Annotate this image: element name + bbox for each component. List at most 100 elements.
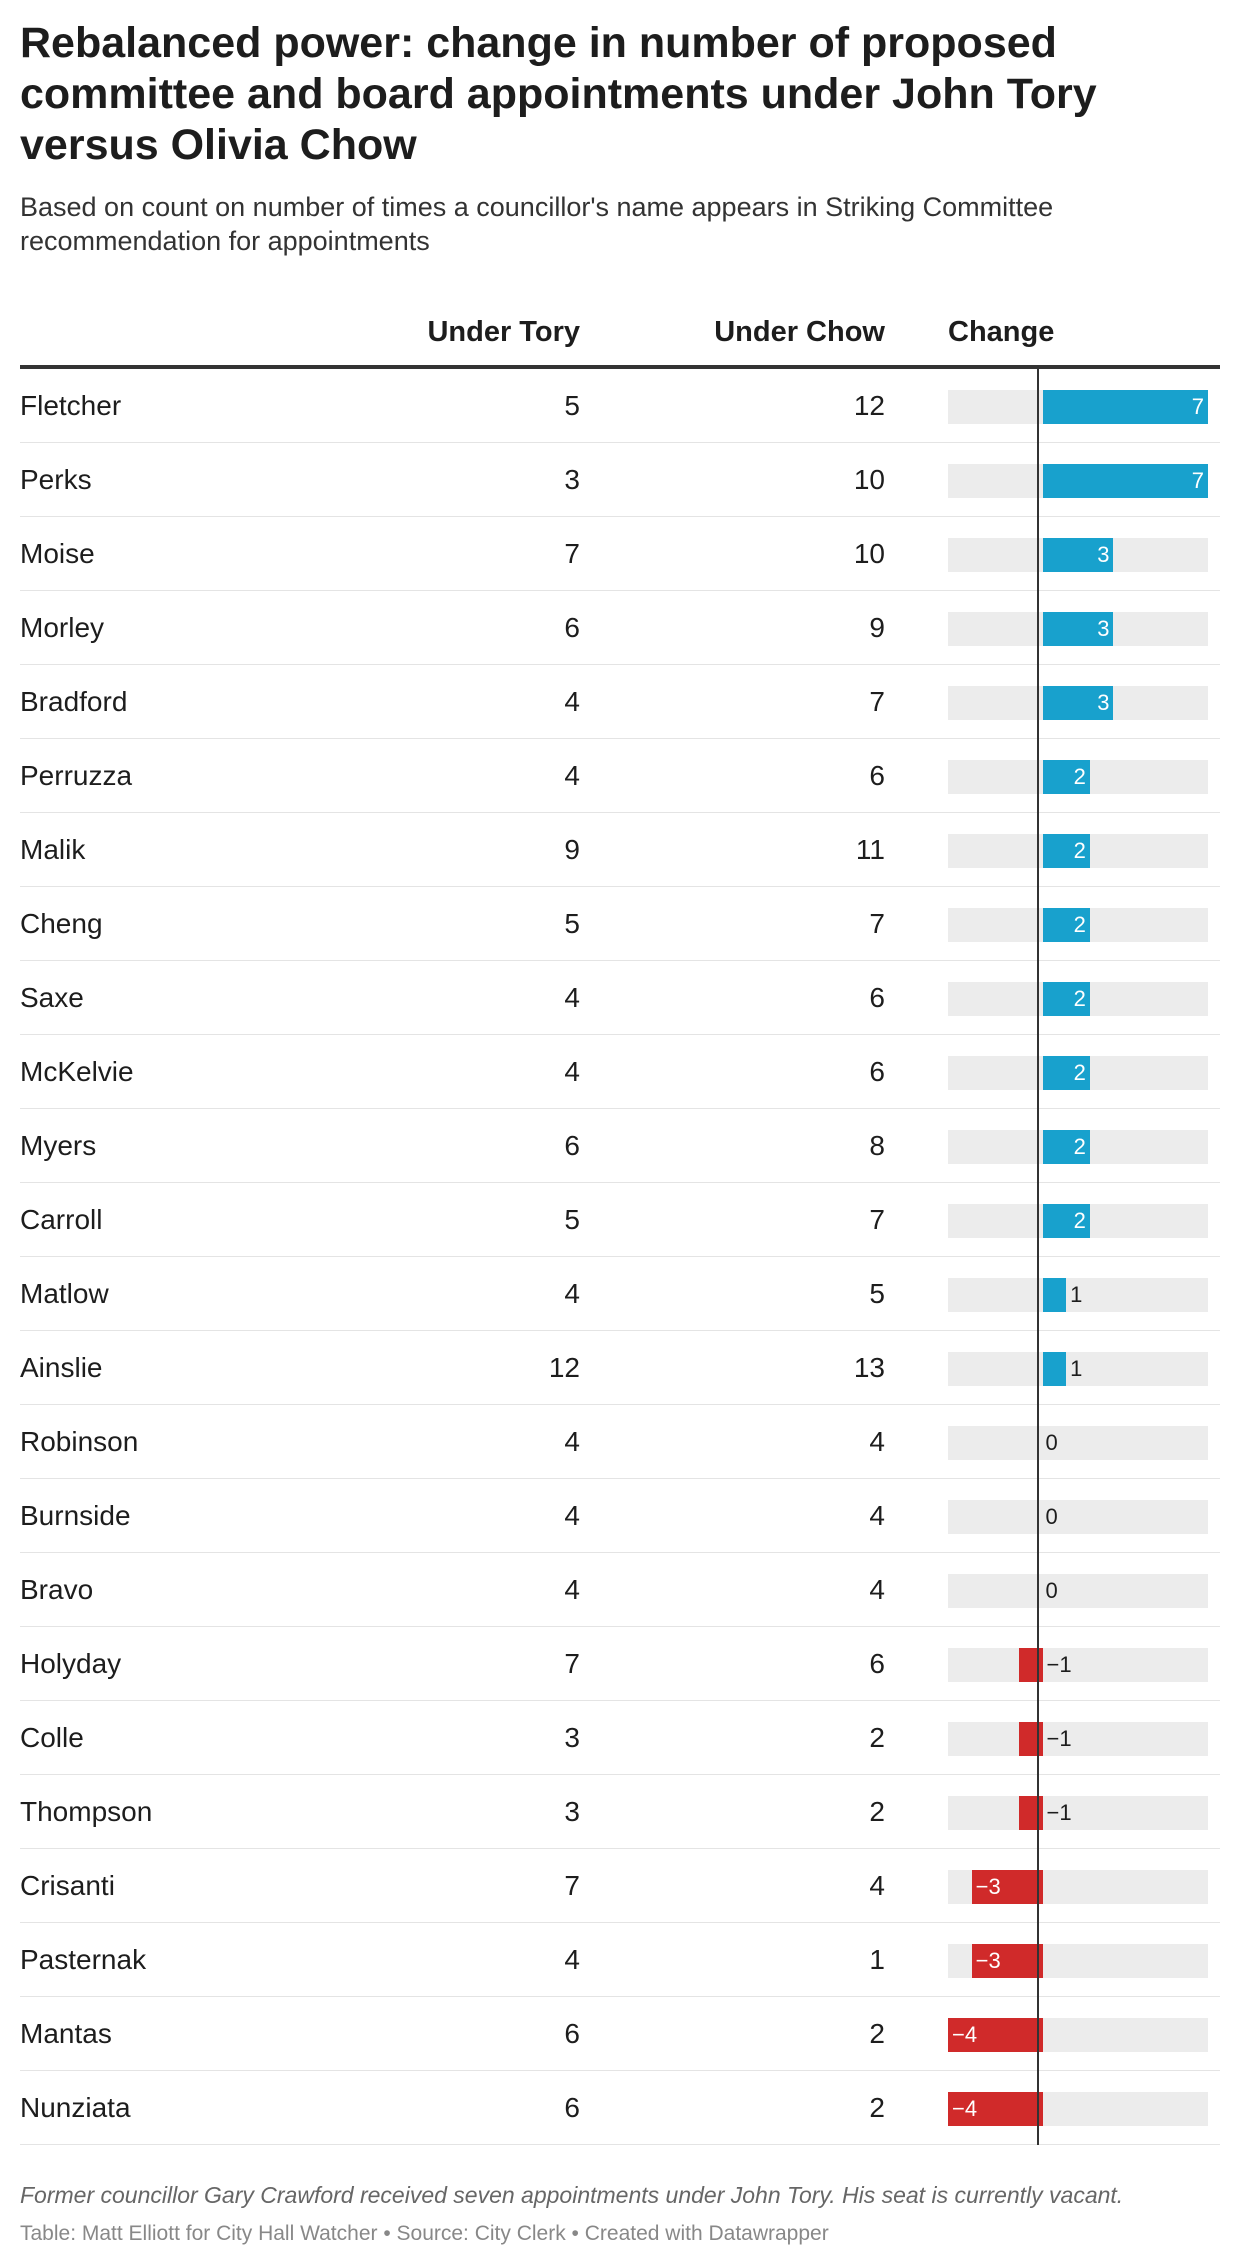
- change-value-label: −3: [975, 1948, 1001, 1973]
- chow-count: 4: [869, 1574, 885, 1605]
- change-value-label: −4: [952, 2096, 978, 2121]
- tory-count: 3: [564, 1722, 580, 1753]
- table-row: Colle 3 2 −1: [20, 1701, 1220, 1775]
- tory-count: 6: [564, 2092, 580, 2123]
- chow-count: 10: [853, 538, 885, 569]
- councillor-name: Thompson: [20, 1796, 153, 1827]
- chow-count: 13: [853, 1352, 885, 1383]
- chow-count: 2: [869, 2018, 885, 2049]
- councillor-name: Carroll: [20, 1204, 103, 1235]
- table-row: Matlow 4 5 1: [20, 1257, 1220, 1331]
- chow-count: 5: [869, 1278, 885, 1309]
- table-row: Moise 7 10 3: [20, 517, 1220, 591]
- change-value-label: 1: [1070, 1356, 1083, 1381]
- chow-count: 6: [869, 1648, 885, 1679]
- change-bar-track: [948, 1722, 1208, 1756]
- table-body: Fletcher 5 12 7 Perks 3 10 7 Moise 7 10 3 Morley 6 9 3 B…: [20, 369, 1220, 2145]
- councillor-name: Burnside: [20, 1500, 131, 1531]
- tory-count: 5: [564, 908, 580, 939]
- councillor-name: Bravo: [20, 1574, 94, 1605]
- footnote: Former councillor Gary Crawford received…: [20, 2182, 1124, 2208]
- chart-subtitle: Based on count on number of times a coun…: [20, 192, 1054, 256]
- change-value-label: −1: [1046, 1800, 1072, 1825]
- change-value-label: 2: [1073, 912, 1086, 937]
- table-row: Mantas 6 2 −4: [20, 1997, 1220, 2071]
- change-bar: [1042, 686, 1114, 720]
- change-value-label: 7: [1191, 468, 1204, 493]
- councillor-name: Colle: [20, 1722, 84, 1753]
- change-bar: [1018, 1648, 1043, 1682]
- table-row: Bradford 4 7 3: [20, 665, 1220, 739]
- change-bar: [1042, 1056, 1090, 1090]
- tory-count: 4: [564, 1056, 580, 1087]
- table-row: Robinson 4 4 0: [20, 1405, 1220, 1479]
- change-bar-track: [948, 1426, 1208, 1460]
- table-row: Morley 6 9 3: [20, 591, 1220, 665]
- change-bar: [971, 1944, 1043, 1978]
- change-value-label: 0: [1045, 1578, 1058, 1603]
- change-bar-track: [948, 1648, 1208, 1682]
- councillor-name: Pasternak: [20, 1944, 147, 1975]
- table-row: Carroll 5 7 2: [20, 1183, 1220, 1257]
- tory-count: 4: [564, 686, 580, 717]
- source-line: Table: Matt Elliott for City Hall Watche…: [20, 2222, 829, 2245]
- column-header-chow[interactable]: Under Chow: [714, 316, 885, 348]
- change-bar: [1042, 1278, 1067, 1312]
- table-row: Pasternak 4 1 −3: [20, 1923, 1220, 1997]
- change-value-label: 2: [1073, 1208, 1086, 1233]
- tory-count: 6: [564, 2018, 580, 2049]
- chow-count: 10: [853, 464, 885, 495]
- change-value-label: 0: [1045, 1504, 1058, 1529]
- change-bar-track: [948, 1278, 1208, 1312]
- tory-count: 5: [564, 1204, 580, 1235]
- table-row: Saxe 4 6 2: [20, 961, 1220, 1035]
- councillor-name: Nunziata: [20, 2092, 131, 2123]
- change-value-label: 1: [1070, 1282, 1083, 1307]
- change-bar: [1042, 982, 1090, 1016]
- councillor-name: Perks: [20, 464, 92, 495]
- chow-count: 2: [869, 1796, 885, 1827]
- zero-axis-line: [1037, 369, 1039, 2145]
- change-value-label: −1: [1046, 1726, 1072, 1751]
- chow-count: 12: [853, 390, 885, 421]
- chow-count: 2: [869, 2092, 885, 2123]
- change-bar: [1042, 908, 1090, 942]
- change-value-label: −3: [975, 1874, 1001, 1899]
- chow-count: 8: [869, 1130, 885, 1161]
- tory-count: 6: [564, 612, 580, 643]
- chow-count: 6: [869, 982, 885, 1013]
- table-row: Crisanti 7 4 −3: [20, 1849, 1220, 1923]
- table-row: Fletcher 5 12 7: [20, 369, 1220, 443]
- change-bar: [948, 2018, 1043, 2052]
- change-value-label: 2: [1073, 838, 1086, 863]
- councillor-name: Saxe: [20, 982, 84, 1013]
- column-header-tory[interactable]: Under Tory: [427, 316, 580, 348]
- tory-count: 6: [564, 1130, 580, 1161]
- chow-count: 7: [869, 1204, 885, 1235]
- table-row: Burnside 4 4 0: [20, 1479, 1220, 1553]
- tory-count: 3: [564, 464, 580, 495]
- change-bar-track: [948, 1352, 1208, 1386]
- change-value-label: 0: [1045, 1430, 1058, 1455]
- tory-count: 4: [564, 1574, 580, 1605]
- change-bar-track: [948, 1574, 1208, 1608]
- change-bar: [1042, 538, 1114, 572]
- tory-count: 4: [564, 1500, 580, 1531]
- chow-count: 4: [869, 1426, 885, 1457]
- table-row: Perks 3 10 7: [20, 443, 1220, 517]
- change-value-label: 2: [1073, 986, 1086, 1011]
- councillor-name: Mantas: [20, 2018, 112, 2049]
- change-bar: [1042, 1204, 1090, 1238]
- councillor-name: Robinson: [20, 1426, 139, 1457]
- change-bar: [1042, 1130, 1090, 1164]
- tory-count: 12: [548, 1352, 580, 1383]
- change-bar: [1042, 1352, 1067, 1386]
- header-rule: [20, 365, 1220, 369]
- change-bar-track: [948, 1500, 1208, 1534]
- change-value-label: −1: [1046, 1652, 1072, 1677]
- chow-count: 11: [855, 834, 885, 865]
- column-header-change[interactable]: Change: [948, 316, 1055, 348]
- tory-count: 7: [564, 538, 580, 569]
- change-value-label: 2: [1073, 764, 1086, 789]
- tory-count: 4: [564, 982, 580, 1013]
